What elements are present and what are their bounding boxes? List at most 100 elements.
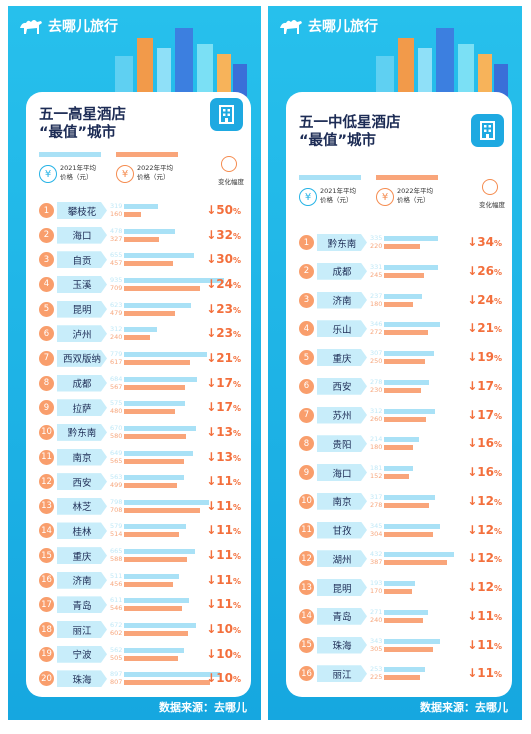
bar-2022 (124, 384, 185, 390)
table-row: 12 湖州 432 387 ↓12% (286, 548, 512, 568)
change-value: ↓17% (467, 407, 502, 422)
legend-bar-2021 (39, 152, 101, 157)
table-row: 7 西双版纳 779 617 ↓21% (26, 348, 251, 368)
rank-badge: 17 (39, 597, 54, 613)
price-2022-label: 225 (370, 673, 383, 682)
change-value: ↓23% (206, 301, 241, 316)
rank-badge: 3 (299, 292, 314, 308)
change-value: ↓17% (206, 400, 241, 415)
price-2022-label: 272 (370, 328, 383, 337)
bar-2022 (124, 606, 183, 612)
legend-label-2022: 2022年平均 价格（元） (137, 164, 174, 181)
bar-2021 (124, 302, 191, 308)
bar-2021 (384, 264, 438, 270)
price-2022-label: 180 (370, 443, 383, 452)
price-2021-label: 611 (110, 596, 123, 605)
bar-2022 (384, 589, 412, 594)
table-row: 13 林芝 798 708 ↓11% (26, 496, 251, 516)
qunar-logo: 去哪儿旅行 (278, 15, 378, 37)
price-2021-label: 345 (370, 521, 383, 530)
bar-2022 (124, 310, 176, 316)
city-label: 黔东南 (317, 234, 367, 251)
change-number: 21 (477, 321, 494, 336)
change-number: 19 (477, 350, 494, 364)
change-number: 16 (477, 465, 494, 479)
bar-2022 (384, 560, 447, 566)
bar-2021 (384, 494, 436, 500)
bar-2021 (384, 236, 439, 241)
table-row: 4 玉溪 935 709 ↓24% (26, 274, 251, 294)
price-2021-label: 193 (370, 579, 383, 587)
mid-low-star-panel: 去哪儿旅行 五一中低星酒店 “最值”城市 ¥ 2021年平均 价格（元） ¥ 2… (268, 6, 522, 720)
city-label: 青岛 (317, 607, 367, 625)
price-2021-label: 307 (370, 349, 383, 357)
change-number: 11 (216, 523, 233, 538)
change-value: ↓17% (206, 375, 241, 390)
price-2021-label: 335 (370, 234, 383, 242)
price-2022-label: 505 (110, 653, 123, 662)
price-2022-label: 617 (110, 357, 123, 366)
rank-badge: 3 (39, 252, 54, 268)
price-2021-label: 331 (370, 262, 383, 271)
change-value: ↓23% (206, 326, 241, 341)
price-2021-label: 478 (110, 226, 123, 235)
bar-2022 (384, 502, 430, 508)
table-row: 17 青岛 611 546 ↓11% (26, 594, 251, 614)
change-value: ↓24% (206, 276, 241, 291)
bar-2021 (124, 623, 196, 629)
change-number: 24 (477, 292, 494, 307)
price-2021-label: 181 (370, 464, 383, 472)
change-value: ↓24% (467, 292, 502, 307)
hotel-icon (471, 114, 504, 147)
change-number: 12 (477, 580, 494, 594)
price-2022-label: 160 (110, 210, 123, 218)
bar-2022 (124, 483, 178, 489)
change-number: 13 (216, 449, 233, 464)
table-row: 5 昆明 623 479 ↓23% (26, 299, 251, 319)
chart-title: 五一高星酒店 “最值”城市 (39, 107, 126, 141)
price-2021-label: 271 (370, 607, 383, 616)
rank-badge: 7 (299, 407, 314, 423)
price-2022-label: 499 (110, 481, 123, 490)
change-number: 11 (477, 637, 494, 652)
bar-2021 (384, 581, 416, 586)
price-2021-label: 343 (370, 636, 383, 645)
table-row: 5 重庆 307 250 ↓19% (286, 347, 512, 367)
rank-badge: 6 (299, 378, 314, 394)
table-row: 18 丽江 672 602 ↓10% (26, 619, 251, 639)
rank-badge: 9 (299, 465, 314, 480)
bar-2022 (384, 244, 420, 249)
bar-2022 (384, 617, 423, 623)
table-row: 3 济南 237 180 ↓24% (286, 290, 512, 310)
price-2021-label: 346 (370, 320, 383, 329)
city-label: 珠海 (317, 636, 367, 654)
change-value: ↓26% (467, 263, 502, 278)
price-2021-icon: ¥ (39, 165, 57, 183)
price-2021-label: 312 (110, 325, 123, 334)
high-star-card: 五一高星酒店 “最值”城市 ¥ 2021年平均 价格（元） ¥ 2022年平均 … (26, 92, 251, 697)
price-2022-label: 220 (370, 242, 383, 250)
city-label: 泸州 (57, 325, 107, 343)
bar-2021 (124, 598, 190, 604)
rank-badge: 16 (299, 666, 314, 682)
price-2021-label: 670 (110, 423, 123, 432)
change-icon (482, 179, 498, 195)
rank-badge: 20 (39, 671, 54, 687)
price-2021-label: 511 (110, 571, 123, 580)
bar-2021 (384, 408, 435, 414)
rank-badge: 2 (299, 263, 314, 279)
price-2022-label: 278 (370, 500, 383, 509)
change-value: ↓10% (206, 646, 241, 661)
price-2021-label: 562 (110, 645, 123, 654)
change-value: ↓13% (206, 424, 241, 439)
price-2021-icon: ¥ (299, 188, 317, 206)
city-label: 林芝 (57, 497, 107, 515)
bar-2021 (384, 437, 419, 443)
rank-badge: 9 (39, 400, 54, 416)
change-number: 11 (216, 498, 233, 513)
price-2022-label: 240 (370, 615, 383, 624)
table-row: 10 黔东南 670 580 ↓13% (26, 422, 251, 442)
change-number: 24 (216, 276, 233, 291)
change-value: ↓19% (467, 350, 502, 364)
bar-2021 (124, 351, 208, 357)
